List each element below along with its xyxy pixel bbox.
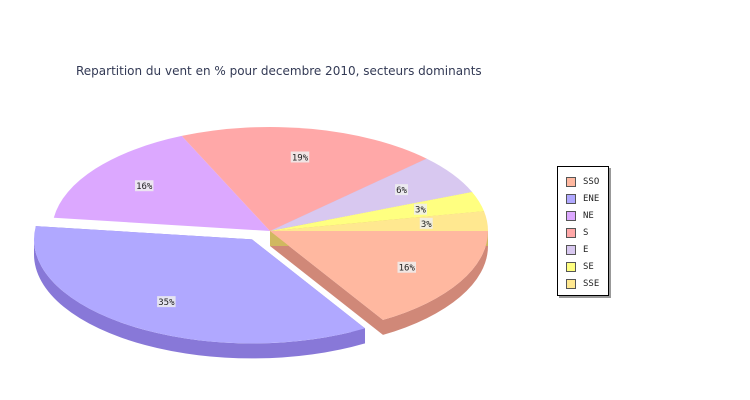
pie-slice-e (270, 158, 473, 231)
slice-label-bg (157, 296, 176, 308)
slice-label-bg (395, 184, 409, 196)
legend-item-e: E (558, 241, 608, 258)
legend-item-ene: ENE (558, 190, 608, 207)
legend-swatch (566, 278, 576, 289)
legend-item-sse: SSE (558, 275, 608, 292)
slice-label-s: 19% (292, 154, 309, 164)
slice-label-e: 6% (396, 186, 407, 196)
legend-item-s: S (558, 224, 608, 241)
slice-label-bg (134, 180, 154, 192)
slice-label-se: 3% (415, 206, 426, 216)
legend: SSO ENE NE S E SE SSE (557, 166, 609, 296)
legend-item-ne: NE (558, 207, 608, 224)
legend-swatch (566, 261, 576, 272)
pie-slice-sso (270, 231, 488, 320)
slice-label-sse: 3% (421, 220, 432, 230)
slice-label-ene: 35% (158, 298, 175, 308)
slice-label-bg (419, 217, 433, 229)
slice-label-bg (290, 151, 310, 163)
legend-swatch (566, 176, 576, 187)
pie-slice-s (181, 127, 427, 231)
legend-item-se: SE (558, 258, 608, 275)
pie-slice-ene (33, 226, 366, 344)
legend-swatch (566, 227, 576, 238)
legend-swatch (566, 210, 576, 221)
pie-side-ene (33, 239, 366, 359)
slice-label-bg (413, 203, 427, 215)
legend-label: S (583, 227, 589, 238)
slice-label-bg (397, 261, 417, 273)
pie-side-sso (383, 231, 488, 335)
legend-label: E (583, 244, 589, 255)
legend-label: ENE (583, 193, 600, 204)
slice-label-sso: 16% (399, 264, 416, 274)
slice-label-ne: 16% (136, 182, 153, 192)
chart-title: Repartition du vent en % pour decembre 2… (76, 64, 482, 78)
legend-label: SSE (583, 278, 600, 289)
legend-label: SSO (583, 176, 600, 187)
pie-edge-sso (270, 231, 384, 335)
legend-label: NE (583, 210, 594, 221)
pie-slice-se (270, 191, 484, 231)
pie-slice-sse (270, 211, 488, 231)
legend-swatch (566, 193, 576, 204)
legend-label: SE (583, 261, 594, 272)
legend-item-sso: SSO (558, 173, 608, 190)
legend-swatch (566, 244, 576, 255)
pie-slice-ne (53, 135, 270, 231)
